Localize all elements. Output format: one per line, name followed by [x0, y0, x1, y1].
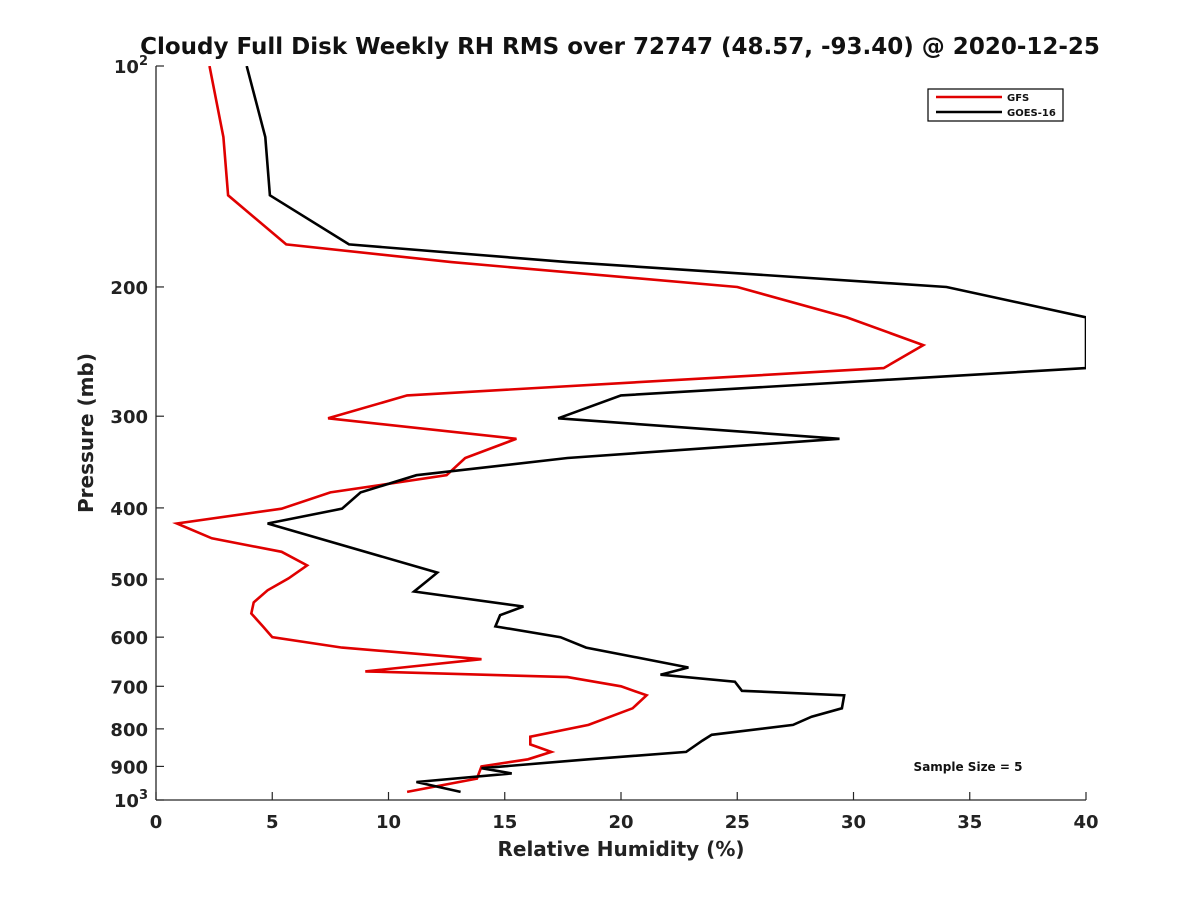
- legend: GFS GOES-16: [927, 88, 1064, 122]
- y-tick-label: 102: [114, 54, 148, 78]
- y-tick-label: 800: [110, 720, 148, 741]
- x-tick-label: 10: [376, 812, 401, 833]
- x-tick-label: 15: [492, 812, 517, 833]
- y-tick-label: 400: [110, 499, 148, 520]
- series-line-gfs: [172, 66, 927, 794]
- x-tick-label: 0: [150, 812, 163, 833]
- legend-label-goes-16: GOES-16: [1007, 108, 1056, 119]
- x-tick-label: 5: [266, 812, 279, 833]
- series-line-goes-16: [245, 66, 1086, 794]
- y-tick-label: 900: [110, 757, 148, 778]
- x-tick-label: 35: [957, 812, 982, 833]
- legend-box: [927, 88, 1064, 122]
- y-tick-label: 103: [114, 788, 148, 812]
- y-tick-label: 300: [110, 407, 148, 428]
- x-tick-label: 30: [841, 812, 866, 833]
- y-tick-label: 600: [110, 628, 148, 649]
- legend-label-gfs: GFS: [1007, 93, 1029, 104]
- series-layer: [172, 66, 1086, 794]
- x-axis-label: Relative Humidity (%): [497, 837, 744, 861]
- x-tick-label: 20: [608, 812, 633, 833]
- axes: 0 5 10 15 20 25 30 35 40 102 200 300 400 500 600 700 800…: [110, 54, 1098, 833]
- chart-title: Cloudy Full Disk Weekly RH RMS over 7274…: [140, 34, 1100, 60]
- y-tick-label: 700: [110, 677, 148, 698]
- sample-size-annotation: Sample Size = 5: [914, 760, 1023, 774]
- x-tick-label: 40: [1073, 812, 1098, 833]
- y-tick-label: 200: [110, 278, 148, 299]
- y-tick-label: 500: [110, 570, 148, 591]
- y-axis-label: Pressure (mb): [74, 353, 98, 513]
- x-tick-label: 25: [725, 812, 750, 833]
